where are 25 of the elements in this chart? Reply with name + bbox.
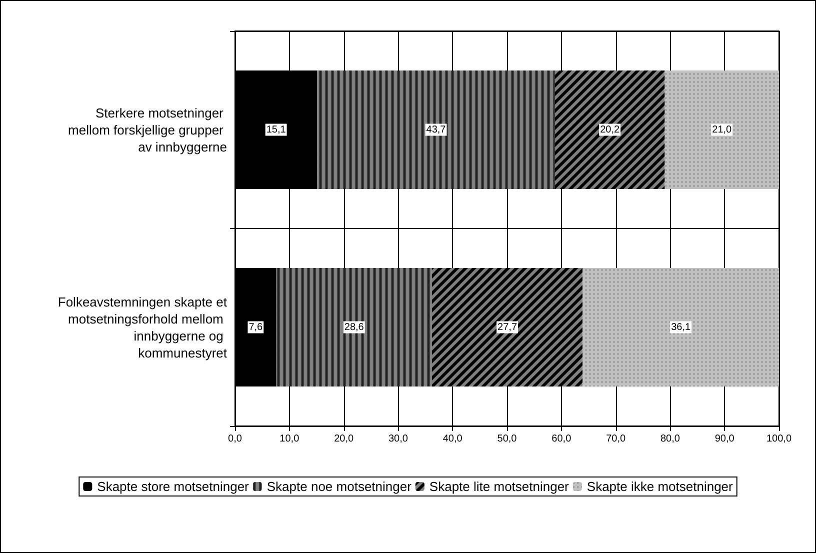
data-label: 7,6 (248, 322, 264, 333)
x-tick-label: 80,0 (660, 434, 680, 444)
x-tick-label: 40,0 (442, 434, 463, 444)
x-tick-label: 90,0 (714, 434, 735, 444)
x-tick-label: 0,0 (228, 434, 242, 444)
y-tick-label: Folkeavstemningen skapte et motsetningsforhold mellom innbyggerne og kommunestyret (58, 294, 228, 360)
x-tick-label: 100,0 (766, 434, 792, 444)
x-tick-label: 70,0 (606, 434, 626, 444)
x-tick-label: 20,0 (334, 434, 354, 444)
data-label: 21,0 (712, 124, 732, 136)
x-tick-label: 50,0 (497, 434, 518, 444)
data-label: 20,2 (600, 124, 620, 136)
data-label: 43,7 (426, 124, 446, 136)
data-label: 15,1 (266, 124, 286, 136)
legend-label: Skapte ikke motsetninger (586, 479, 734, 494)
y-tick-label: Sterkere motsetninger mellom forskjellige grupper av innbyggerne (68, 105, 227, 154)
data-label: 27,7 (498, 322, 518, 333)
legend-label: Skapte lite motsetninger (429, 479, 570, 494)
x-tick-label: 60,0 (552, 434, 572, 444)
data-label: 28,6 (344, 322, 364, 333)
legend-label: Skapte store motsetninger (97, 479, 250, 494)
data-label: 36,1 (671, 322, 691, 333)
x-tick-label: 30,0 (388, 434, 408, 444)
legend-label: Skapte noe motsetninger (266, 479, 412, 494)
x-tick-label: 10,0 (280, 434, 300, 444)
